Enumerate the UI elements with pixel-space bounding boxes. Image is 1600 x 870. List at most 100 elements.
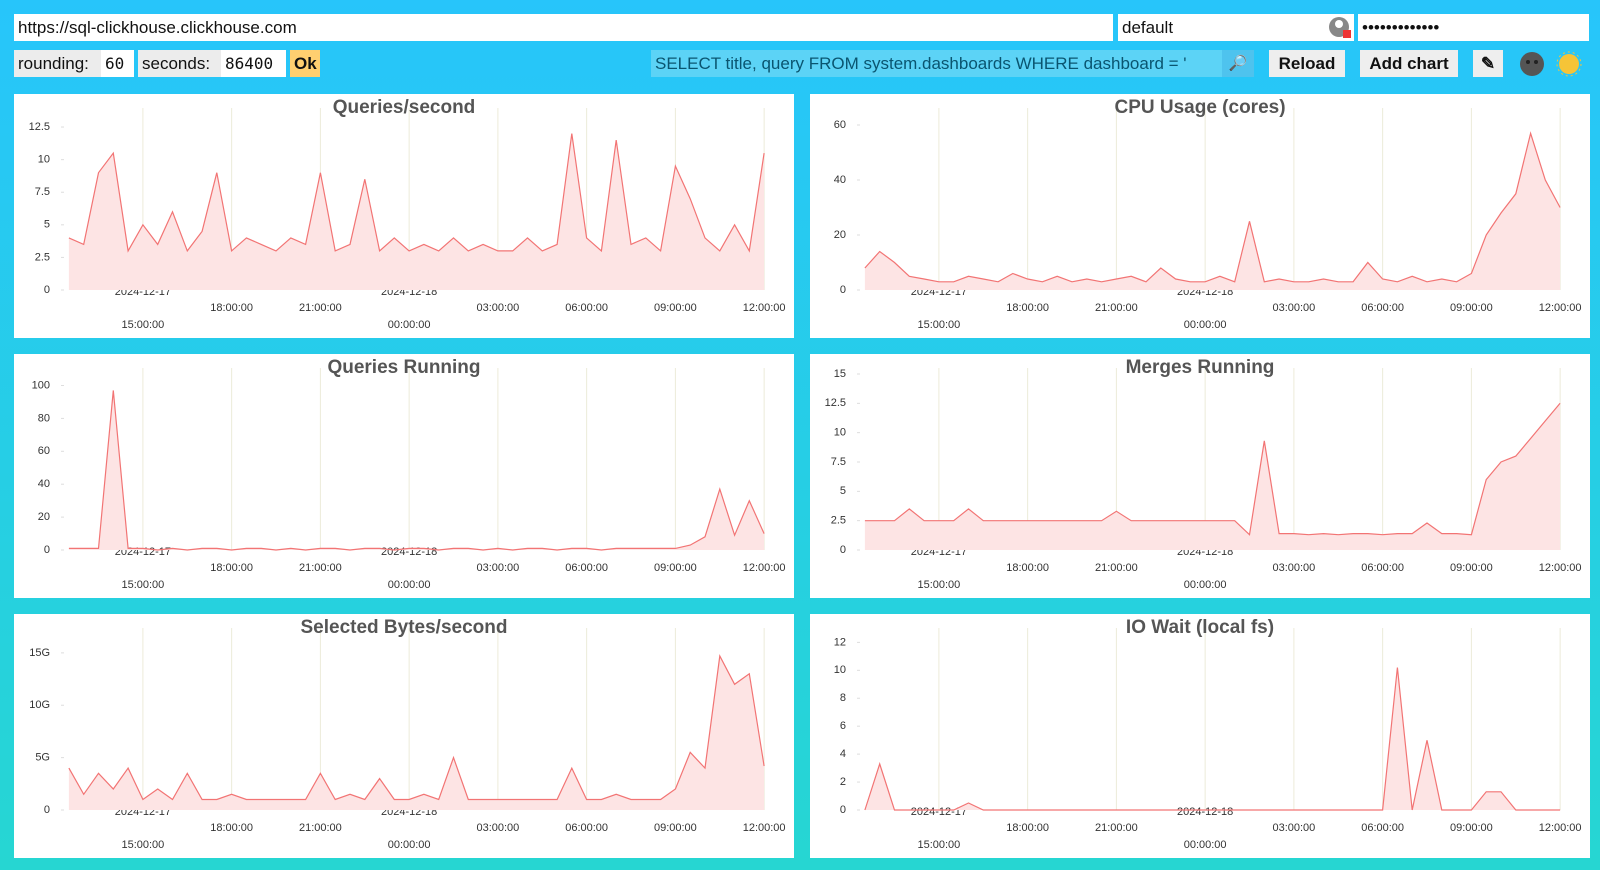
chart-panel: 15:00:00 2024-12-17 18:00:00 21:00:00 00:00:…	[810, 94, 1590, 338]
x-tick-label: 18:00:00	[1006, 562, 1049, 574]
x-tick-label: 15:00:00	[917, 839, 960, 851]
x-tick-label: 21:00:00	[299, 822, 342, 834]
x-tick-label: 09:00:00	[1450, 302, 1493, 314]
y-tick-label: 60	[38, 445, 50, 457]
y-tick-label: 15G	[29, 647, 50, 659]
chart-panel: 15:00:00 2024-12-17 18:00:00 21:00:00 00:00:…	[810, 614, 1590, 858]
area	[68, 656, 765, 810]
chart-panel: 15:00:00 2024-12-17 18:00:00 21:00:00 00:00:…	[810, 354, 1590, 598]
y-tick-label: 0	[44, 544, 50, 556]
y-tick-label: 12	[834, 636, 846, 648]
y-tick-label: 20	[834, 229, 846, 241]
seconds-input[interactable]: 86400	[221, 50, 286, 77]
x-tick-label: 03:00:00	[476, 562, 519, 574]
edit-button[interactable]: ✎	[1473, 50, 1503, 77]
x-tick-label: 09:00:00	[654, 302, 697, 314]
x-tick-label: 09:00:00	[654, 562, 697, 574]
url-input[interactable]: https://sql-clickhouse.clickhouse.com	[14, 14, 1113, 41]
seconds-label: seconds:	[138, 50, 223, 77]
y-tick-label: 0	[840, 804, 846, 816]
chart-title: Merges Running	[1126, 357, 1275, 378]
user-icon[interactable]	[1328, 16, 1352, 40]
x-tick-label: 15:00:00	[121, 839, 164, 851]
search-button[interactable]: 🔎	[1222, 50, 1254, 77]
chart-title: IO Wait (local fs)	[1126, 617, 1274, 638]
x-tick-label: 06:00:00	[565, 302, 608, 314]
y-tick-label: 0	[44, 284, 50, 296]
y-tick-label: 40	[834, 174, 846, 186]
x-tick-label: 15:00:00	[917, 579, 960, 591]
y-tick-label: 8	[840, 692, 846, 704]
y-tick-label: 5G	[35, 752, 50, 764]
x-tick-label: 12:00:00	[1539, 822, 1582, 834]
user-input[interactable]: default	[1118, 14, 1354, 41]
chart-title: Selected Bytes/second	[301, 617, 508, 638]
theme-icons[interactable]	[1518, 50, 1582, 78]
y-tick-label: 12.5	[825, 397, 846, 409]
ok-button[interactable]: Ok	[290, 50, 320, 77]
line	[68, 133, 765, 253]
y-tick-label: 60	[834, 119, 846, 131]
y-tick-label: 5	[44, 219, 50, 231]
x-tick-label: 06:00:00	[565, 562, 608, 574]
y-tick-label: 15	[834, 368, 846, 380]
x-tick-label: 00:00:00	[1184, 319, 1227, 331]
x-tick-label: 03:00:00	[476, 302, 519, 314]
x-tick-label: 03:00:00	[476, 822, 519, 834]
rounding-input[interactable]: 60	[101, 50, 134, 77]
area	[68, 133, 765, 290]
x-tick-label: 00:00:00	[388, 319, 431, 331]
x-tick-label: 06:00:00	[1361, 822, 1404, 834]
area	[864, 133, 1561, 290]
y-tick-label: 2.5	[35, 251, 50, 263]
x-tick-label: 21:00:00	[299, 302, 342, 314]
line	[864, 667, 1561, 811]
x-tick-label: 00:00:00	[388, 579, 431, 591]
x-tick-label: 06:00:00	[565, 822, 608, 834]
x-tick-label: 00:00:00	[388, 839, 431, 851]
chart-panel: 15:00:00 2024-12-17 18:00:00 21:00:00 00:00:…	[14, 354, 794, 598]
query-input[interactable]: SELECT title, query FROM system.dashboar…	[651, 50, 1222, 77]
x-tick-label: 06:00:00	[1361, 562, 1404, 574]
x-tick-label: 18:00:00	[1006, 822, 1049, 834]
y-tick-label: 80	[38, 412, 50, 424]
x-tick-label: 09:00:00	[654, 822, 697, 834]
y-tick-label: 20	[38, 511, 50, 523]
y-tick-label: 0	[44, 804, 50, 816]
x-tick-label: 15:00:00	[121, 319, 164, 331]
x-tick-label: 06:00:00	[1361, 302, 1404, 314]
x-tick-date: 2024-12-17	[911, 806, 967, 818]
x-tick-label: 12:00:00	[743, 302, 786, 314]
chart-panel: 15:00:00 2024-12-17 18:00:00 21:00:00 00:00:…	[14, 614, 794, 858]
y-tick-label: 2	[840, 776, 846, 788]
add-chart-button[interactable]: Add chart	[1360, 50, 1458, 77]
chart-title: CPU Usage (cores)	[1114, 97, 1285, 118]
x-tick-label: 12:00:00	[1539, 562, 1582, 574]
chart-title: Queries/second	[333, 97, 476, 118]
x-tick-label: 15:00:00	[917, 319, 960, 331]
x-tick-label: 03:00:00	[1272, 302, 1315, 314]
x-tick-label: 03:00:00	[1272, 822, 1315, 834]
y-tick-label: 0	[840, 544, 846, 556]
x-tick-label: 21:00:00	[299, 562, 342, 574]
y-tick-label: 7.5	[35, 186, 50, 198]
y-tick-label: 6	[840, 720, 846, 732]
y-tick-label: 12.5	[29, 121, 50, 133]
line	[864, 131, 1561, 283]
password-input[interactable]: •••••••••••••	[1358, 14, 1589, 41]
y-tick-label: 10G	[29, 699, 50, 711]
y-tick-label: 7.5	[831, 456, 846, 468]
x-tick-date: 2024-12-18	[1177, 806, 1233, 818]
x-tick-label: 00:00:00	[1184, 579, 1227, 591]
y-tick-label: 40	[38, 478, 50, 490]
reload-button[interactable]: Reload	[1269, 50, 1345, 77]
rounding-label: rounding:	[14, 50, 103, 77]
area	[864, 667, 1561, 810]
x-tick-label: 09:00:00	[1450, 562, 1493, 574]
x-tick-label: 18:00:00	[1006, 302, 1049, 314]
